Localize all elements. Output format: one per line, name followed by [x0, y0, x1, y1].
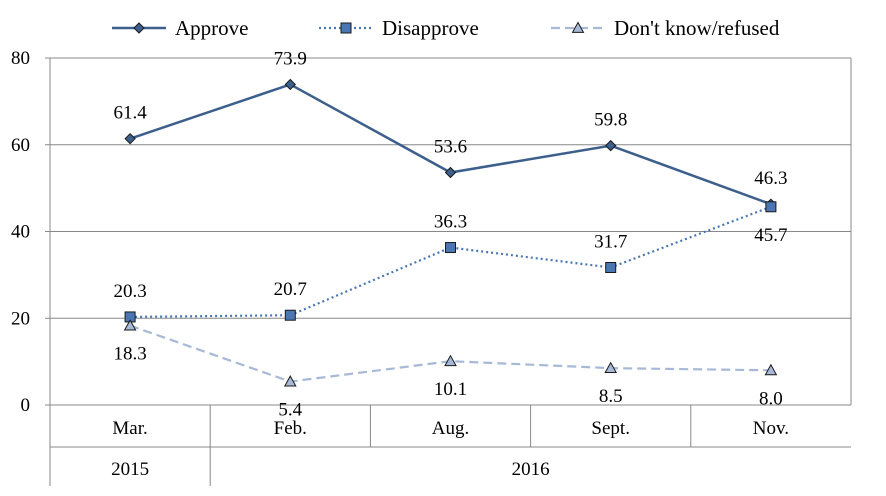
legend-marker [571, 21, 585, 33]
legend-label: Disapprove [382, 16, 479, 40]
gridlines [50, 57, 851, 319]
data-label: 59.8 [594, 110, 627, 131]
data-point-marker [445, 242, 456, 254]
data-label: 18.3 [113, 344, 146, 365]
data-point-marker [124, 132, 136, 145]
x-category-label: Mar. [112, 418, 147, 439]
data-point-marker [444, 166, 457, 179]
x-category-label: Aug. [432, 418, 469, 439]
x-category-label: Feb. [274, 418, 307, 439]
data-point-marker [284, 78, 297, 91]
data-label: 20.7 [274, 279, 307, 300]
data-label: 53.6 [434, 137, 467, 158]
data-point-marker [123, 319, 137, 331]
y-tick-label: 20 [11, 308, 30, 329]
data-label: 8.0 [759, 388, 783, 409]
data-point-marker [283, 375, 297, 387]
data-label: 5.4 [278, 400, 302, 421]
y-tick-label: 40 [11, 222, 30, 243]
data-point-marker [444, 354, 457, 367]
legend-label: Don't know/refused [614, 16, 780, 40]
axes [49, 58, 852, 486]
data-point-marker [764, 363, 778, 376]
legend: Approve Disapprove Don't know/refused [112, 16, 780, 40]
data-label: 10.1 [434, 379, 467, 400]
x-category-label: Nov. [753, 418, 789, 439]
y-tick-label: 0 [21, 395, 31, 416]
legend-marker [133, 22, 145, 34]
data-label: 20.3 [113, 281, 146, 302]
data-point-marker [765, 201, 777, 213]
data-label: 45.7 [754, 225, 787, 246]
data-label: 31.7 [594, 232, 627, 253]
y-tick-label: 80 [11, 48, 30, 69]
data-point-marker [604, 361, 618, 374]
series-line-1 [130, 205, 772, 319]
series-line-2 [129, 324, 771, 383]
legend-marker [340, 22, 352, 34]
y-tick-label: 60 [11, 135, 30, 156]
data-point-marker [605, 262, 617, 274]
data-label: 73.9 [274, 48, 307, 69]
data-point-marker [604, 139, 617, 152]
y-axis-ticks: 0 20 40 60 80 [11, 48, 50, 416]
year-label: 2016 [512, 459, 550, 480]
x-axis-categories: 2015 2016 Mar. Feb. Aug. Sept. Nov. [111, 418, 789, 480]
legend-label: Approve [175, 16, 248, 40]
data-label: 61.4 [113, 103, 147, 124]
year-label: 2015 [111, 459, 149, 480]
data-labels: 61.4 73.9 53.6 59.8 46.3 20.3 20.7 36.3 31.7 45.7… [113, 48, 787, 420]
data-label: 46.3 [754, 168, 787, 189]
series-lines [129, 83, 772, 383]
x-category-label: Sept. [591, 418, 630, 439]
series-markers [123, 78, 778, 387]
data-label: 8.5 [599, 386, 623, 407]
data-point-marker [284, 309, 296, 321]
data-label: 36.3 [434, 212, 467, 233]
